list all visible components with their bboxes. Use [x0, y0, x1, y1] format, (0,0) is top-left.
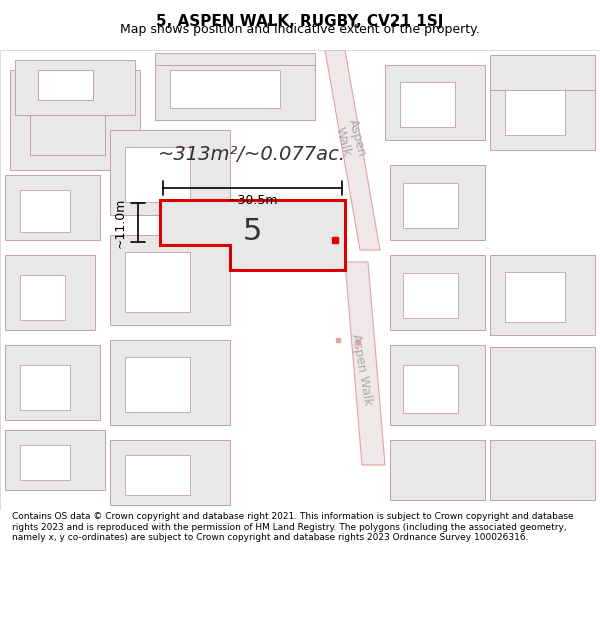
Bar [20, 190, 70, 232]
Text: 5, ASPEN WALK, RUGBY, CV21 1SJ: 5, ASPEN WALK, RUGBY, CV21 1SJ [157, 14, 443, 29]
Bar [490, 347, 595, 425]
Text: 5: 5 [242, 217, 262, 246]
Text: ~11.0m: ~11.0m [113, 198, 127, 248]
Bar [385, 65, 485, 140]
Text: ~313m²/~0.077ac.: ~313m²/~0.077ac. [158, 146, 346, 164]
Bar [20, 365, 70, 410]
Text: ~30.5m: ~30.5m [227, 194, 278, 206]
Bar [30, 100, 105, 155]
Bar [490, 255, 595, 335]
Bar [38, 70, 93, 100]
Bar [5, 345, 100, 420]
Bar [390, 165, 485, 240]
Bar [390, 345, 485, 425]
Bar [5, 430, 105, 490]
Bar [155, 60, 315, 120]
Bar [125, 357, 190, 412]
Bar [505, 80, 565, 135]
Bar [110, 340, 230, 425]
Bar [5, 175, 100, 240]
Bar [390, 255, 485, 330]
Bar [490, 440, 595, 500]
Bar [490, 55, 595, 90]
Polygon shape [160, 200, 345, 270]
Bar [490, 60, 595, 150]
Bar [400, 82, 455, 127]
Bar [390, 440, 485, 500]
Bar [505, 272, 565, 322]
Bar [403, 365, 458, 413]
Text: Map shows position and indicative extent of the property.: Map shows position and indicative extent… [120, 23, 480, 36]
Bar [403, 273, 458, 318]
Text: Aspen
Walk: Aspen Walk [331, 118, 368, 162]
Bar [10, 70, 140, 170]
Bar [170, 70, 280, 108]
Bar [403, 183, 458, 228]
Text: Contains OS data © Crown copyright and database right 2021. This information is : Contains OS data © Crown copyright and d… [12, 512, 574, 542]
Bar [20, 445, 70, 480]
Bar [125, 147, 190, 202]
Bar [15, 60, 135, 115]
Bar [110, 235, 230, 325]
Text: Aspen Walk: Aspen Walk [349, 333, 375, 407]
Bar [20, 275, 65, 320]
Polygon shape [325, 50, 380, 250]
Polygon shape [345, 262, 385, 465]
Bar [125, 252, 190, 312]
Bar [110, 130, 230, 215]
Bar [110, 440, 230, 505]
Bar [155, 53, 315, 65]
Bar [5, 255, 95, 330]
Bar [125, 455, 190, 495]
